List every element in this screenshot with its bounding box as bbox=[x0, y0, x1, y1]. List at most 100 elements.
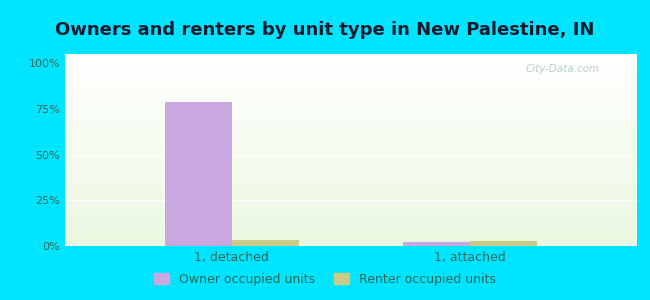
Bar bbox=[65, 141, 637, 142]
Bar bbox=[65, 168, 637, 169]
Bar bbox=[65, 195, 637, 196]
Bar bbox=[65, 189, 637, 190]
Bar bbox=[65, 194, 637, 195]
Bar bbox=[65, 87, 637, 88]
Bar bbox=[65, 171, 637, 172]
Bar bbox=[65, 86, 637, 87]
Bar bbox=[65, 165, 637, 166]
Bar bbox=[65, 174, 637, 175]
Bar bbox=[65, 219, 637, 220]
Bar bbox=[65, 126, 637, 127]
Legend: Owner occupied units, Renter occupied units: Owner occupied units, Renter occupied un… bbox=[149, 268, 501, 291]
Bar bbox=[65, 97, 637, 98]
Bar bbox=[65, 184, 637, 185]
Bar bbox=[65, 226, 637, 227]
Bar bbox=[65, 115, 637, 116]
Bar bbox=[65, 146, 637, 147]
Bar bbox=[65, 179, 637, 180]
Bar bbox=[65, 169, 637, 170]
Bar bbox=[65, 200, 637, 201]
Bar bbox=[65, 58, 637, 59]
Bar bbox=[65, 140, 637, 141]
Bar bbox=[65, 85, 637, 86]
Bar bbox=[65, 130, 637, 131]
Text: City-Data.com: City-Data.com bbox=[526, 64, 600, 74]
Bar bbox=[65, 117, 637, 118]
Bar bbox=[65, 233, 637, 235]
Bar bbox=[65, 74, 637, 75]
Bar bbox=[65, 198, 637, 199]
Bar bbox=[65, 183, 637, 184]
Bar bbox=[65, 144, 637, 145]
Bar bbox=[65, 59, 637, 60]
Bar bbox=[65, 211, 637, 212]
Bar bbox=[65, 143, 637, 144]
Bar bbox=[65, 125, 637, 126]
Bar bbox=[65, 196, 637, 197]
Bar bbox=[65, 172, 637, 173]
Bar bbox=[65, 218, 637, 219]
Bar bbox=[65, 136, 637, 137]
Bar bbox=[65, 132, 637, 133]
Bar bbox=[65, 139, 637, 140]
Bar bbox=[65, 199, 637, 200]
Bar bbox=[65, 151, 637, 152]
Text: Owners and renters by unit type in New Palestine, IN: Owners and renters by unit type in New P… bbox=[55, 21, 595, 39]
Bar bbox=[65, 214, 637, 215]
Bar bbox=[65, 223, 637, 224]
Bar bbox=[65, 225, 637, 226]
Bar bbox=[65, 131, 637, 132]
Bar bbox=[65, 207, 637, 208]
Bar bbox=[65, 222, 637, 223]
Bar bbox=[65, 78, 637, 79]
Bar bbox=[470, 242, 537, 246]
Bar bbox=[65, 239, 637, 240]
Bar bbox=[65, 81, 637, 82]
Bar bbox=[65, 128, 637, 129]
Bar bbox=[65, 62, 637, 63]
Bar bbox=[65, 209, 637, 211]
Bar bbox=[65, 57, 637, 58]
Bar bbox=[65, 177, 637, 178]
Bar bbox=[65, 156, 637, 157]
Bar bbox=[65, 160, 637, 161]
Bar bbox=[65, 159, 637, 160]
Bar bbox=[65, 111, 637, 112]
Bar bbox=[65, 147, 637, 148]
Bar bbox=[65, 193, 637, 194]
Bar bbox=[65, 149, 637, 150]
Bar bbox=[65, 235, 637, 236]
Bar bbox=[65, 192, 637, 193]
Bar bbox=[65, 230, 637, 231]
Bar bbox=[65, 176, 637, 177]
Bar bbox=[65, 212, 637, 213]
Bar bbox=[65, 60, 637, 61]
Bar bbox=[65, 105, 637, 106]
Bar bbox=[65, 237, 637, 238]
Bar bbox=[65, 80, 637, 81]
Bar bbox=[65, 96, 637, 97]
Bar bbox=[65, 221, 637, 222]
Bar bbox=[165, 101, 232, 246]
Bar bbox=[65, 178, 637, 179]
Bar bbox=[65, 243, 637, 244]
Bar bbox=[65, 191, 637, 192]
Bar bbox=[65, 61, 637, 62]
Bar bbox=[65, 205, 637, 206]
Bar bbox=[65, 217, 637, 218]
Bar bbox=[65, 164, 637, 165]
Bar bbox=[65, 127, 637, 128]
Bar bbox=[65, 142, 637, 143]
Bar bbox=[65, 231, 637, 232]
Bar bbox=[65, 121, 637, 122]
Bar bbox=[65, 94, 637, 95]
Bar bbox=[404, 242, 470, 246]
Bar bbox=[65, 197, 637, 198]
Bar bbox=[65, 152, 637, 153]
Bar bbox=[65, 240, 637, 241]
Bar bbox=[65, 99, 637, 100]
Bar bbox=[65, 206, 637, 207]
Bar bbox=[65, 227, 637, 228]
Bar bbox=[65, 215, 637, 216]
Bar bbox=[65, 92, 637, 93]
